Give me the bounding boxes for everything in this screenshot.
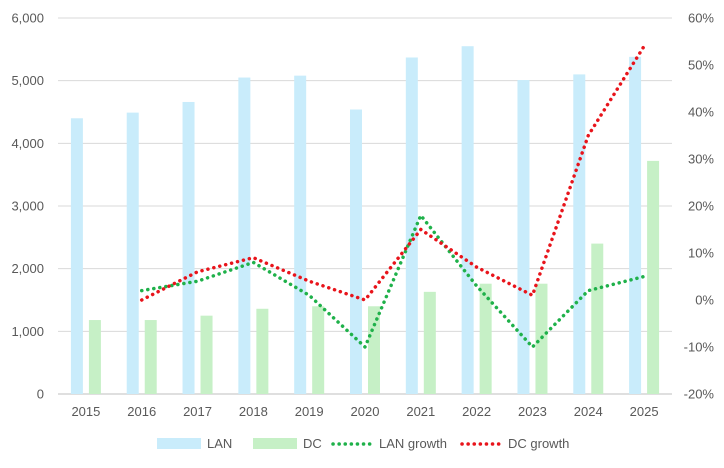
bar-lan-2015 [70, 118, 83, 395]
y-left-tick-label: 0 [37, 387, 44, 402]
y-right-tick-label: 20% [688, 199, 714, 214]
bar-lan-2016 [126, 112, 139, 395]
bar-lan-2019 [294, 75, 307, 395]
y-right-tick-label: 30% [688, 152, 714, 167]
x-tick-label: 2020 [351, 404, 380, 419]
x-tick-label: 2024 [574, 404, 603, 419]
y-left-tick-label: 1,000 [11, 324, 44, 339]
bars [70, 46, 660, 395]
line-dc-growth [139, 44, 646, 302]
bar-dc-2022 [479, 283, 492, 394]
growth-lines [139, 44, 646, 349]
bar-dc-2024 [591, 243, 604, 394]
bar-lan-2024 [573, 74, 586, 395]
y-right-tick-label: -20% [684, 387, 715, 402]
bar-lan-2020 [350, 109, 362, 394]
bar-dc-2017 [200, 315, 213, 394]
bar-dc-2021 [423, 291, 436, 394]
y-left-tick-label: 4,000 [11, 136, 44, 151]
y-left-tick-label: 5,000 [11, 73, 44, 88]
bar-dc-2015 [88, 320, 101, 394]
y-right-tick-label: 50% [688, 58, 714, 73]
y-left-tick-label: 3,000 [11, 199, 44, 214]
x-tick-label: 2018 [239, 404, 268, 419]
x-tick-label: 2017 [183, 404, 212, 419]
bar-lan-2017 [182, 101, 195, 395]
bar-dc-2019 [312, 306, 325, 394]
legend-label-dc-growth: DC growth [508, 436, 569, 451]
bar-dc-2025 [647, 160, 660, 394]
y-left-tick-label: 6,000 [11, 11, 44, 26]
x-tick-label: 2025 [630, 404, 659, 419]
x-tick-label: 2022 [462, 404, 491, 419]
x-tick-label: 2016 [127, 404, 156, 419]
y-right-tick-label: 60% [688, 11, 714, 26]
line-lan-growth [139, 213, 646, 349]
x-tick-label: 2015 [71, 404, 100, 419]
bar-dc-2018 [256, 308, 269, 394]
y-axis-left: 0 1,000 2,000 3,000 4,000 5,000 6,000 [11, 11, 44, 402]
bar-lan-2022 [461, 46, 474, 394]
x-tick-label: 2023 [518, 404, 547, 419]
x-tick-label: 2019 [295, 404, 324, 419]
bar-lan-2021 [405, 57, 418, 394]
y-right-tick-label: 0% [695, 293, 714, 308]
x-tick-label: 2021 [406, 404, 435, 419]
legend-swatch-lan [157, 438, 201, 449]
bar-lan-2018 [238, 77, 251, 395]
legend-label-dc: DC [303, 436, 322, 451]
y-right-tick-label: 10% [688, 246, 714, 261]
bar-dc-2016 [144, 320, 157, 394]
y-axis-right: -20% -10% 0% 10% 20% 30% 40% 50% 60% [684, 11, 715, 402]
legend-label-lan: LAN [207, 436, 232, 451]
y-right-tick-label: -10% [684, 340, 715, 355]
bar-lan-2025 [629, 56, 642, 394]
legend-label-lan-growth: LAN growth [379, 436, 447, 451]
bar-lan-2023 [517, 80, 530, 394]
y-left-tick-label: 2,000 [11, 261, 44, 276]
x-axis: 2015 2016 2017 2018 2019 2020 2021 2022 2023 2024… [71, 404, 658, 419]
gridlines [58, 17, 672, 395]
bar-dc-2020 [368, 306, 380, 394]
legend-swatch-dc [253, 438, 297, 449]
legend: LAN DC LAN growth DC growth [157, 436, 569, 451]
y-right-tick-label: 40% [688, 105, 714, 120]
